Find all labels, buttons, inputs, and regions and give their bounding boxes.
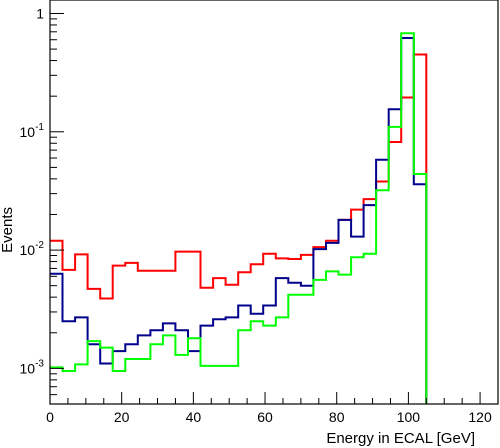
- x-tick-label: 0: [46, 409, 54, 425]
- x-tick-label: 40: [186, 409, 202, 425]
- y-tick-label: 1: [36, 5, 44, 21]
- y-tick-label: 10-3: [20, 358, 45, 376]
- x-tick-label: 20: [114, 409, 130, 425]
- y-tick-label: 10-1: [20, 122, 45, 140]
- x-axis-title: Energy in ECAL [GeV]: [326, 430, 475, 447]
- series-line-1: [50, 53, 428, 404]
- y-axis-title: Events: [0, 207, 16, 253]
- axes-layer: 0 20 40 60 80 100 120 10-3 10-2 10-1 1: [20, 5, 499, 425]
- plot-frame: [49, 0, 499, 405]
- x-tick-label: 80: [329, 409, 345, 425]
- series-line-3: [50, 32, 428, 404]
- y-tick-label: 10-2: [20, 240, 45, 258]
- x-tick-label: 60: [257, 409, 273, 425]
- x-tick-label: 120: [468, 409, 492, 425]
- series-layer: [50, 32, 428, 404]
- x-tick-label: 100: [397, 409, 421, 425]
